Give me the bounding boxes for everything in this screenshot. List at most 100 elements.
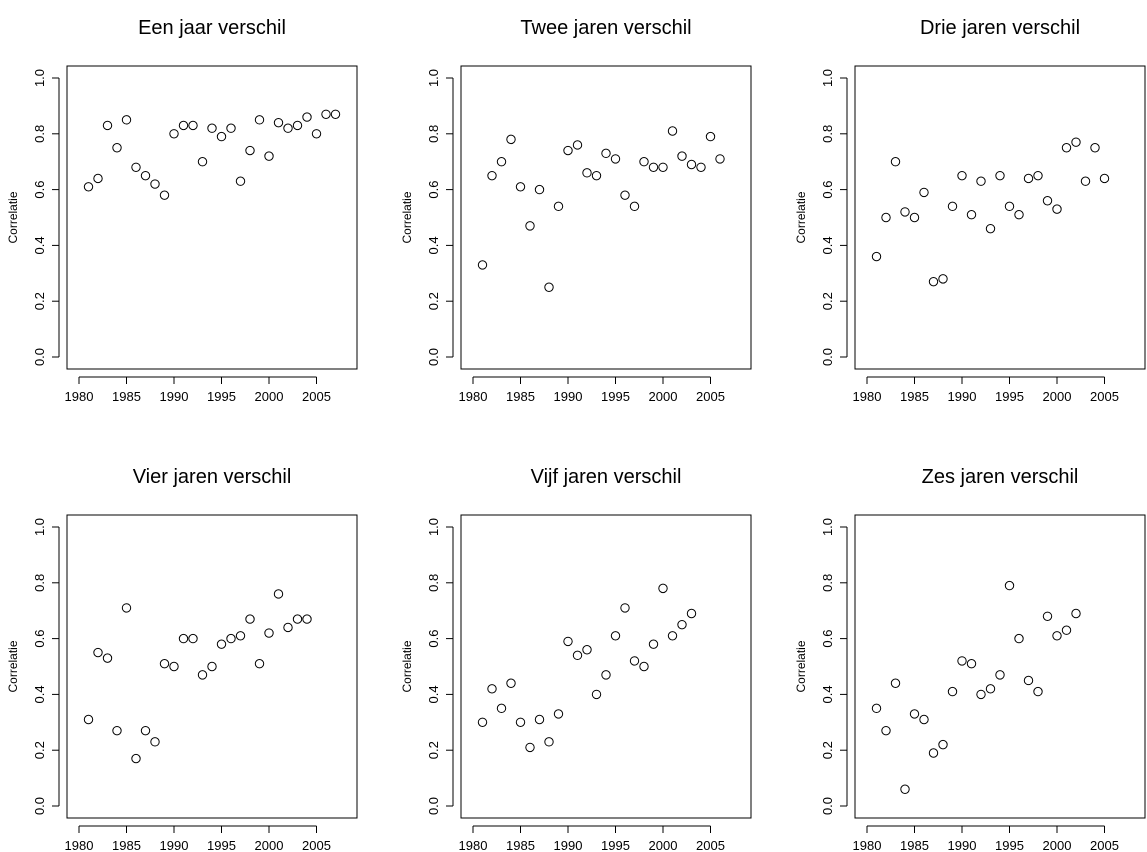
x-tick-label: 2000 bbox=[255, 838, 284, 852]
data-point bbox=[131, 753, 141, 764]
data-point bbox=[525, 742, 535, 753]
data-point bbox=[216, 131, 227, 142]
y-tick-label: 0.8 bbox=[426, 125, 441, 143]
data-point bbox=[658, 162, 668, 172]
data-point bbox=[93, 647, 103, 658]
x-tick-label: 2000 bbox=[649, 838, 678, 852]
y-axis-label: Correlatie bbox=[400, 191, 414, 243]
data-point bbox=[1042, 196, 1053, 206]
data-point bbox=[487, 684, 497, 694]
data-point bbox=[1099, 173, 1110, 184]
data-point bbox=[553, 201, 564, 212]
chart-panel-4: Vier jaren verschil 1980 1985 1990 1995 2000 2… bbox=[6, 466, 358, 852]
data-point bbox=[629, 656, 640, 666]
y-tick-label: 0.8 bbox=[32, 125, 47, 143]
data-point bbox=[639, 157, 649, 167]
data-point bbox=[506, 678, 516, 688]
data-point bbox=[610, 631, 621, 641]
data-point bbox=[264, 151, 274, 161]
x-tick-label: 1995 bbox=[207, 838, 236, 852]
x-tick-label: 2005 bbox=[302, 838, 331, 852]
y-tick-label: 0.2 bbox=[426, 741, 441, 759]
data-point bbox=[658, 583, 668, 594]
data-point bbox=[1004, 580, 1015, 591]
data-point bbox=[995, 670, 1005, 680]
data-point bbox=[1061, 143, 1072, 153]
data-point bbox=[216, 639, 227, 649]
plot-frame bbox=[66, 514, 358, 819]
x-tick-label: 1980 bbox=[459, 838, 488, 852]
data-point bbox=[1071, 608, 1081, 619]
data-point bbox=[686, 608, 697, 619]
data-point bbox=[648, 162, 659, 172]
y-tick-label: 0.6 bbox=[820, 630, 835, 648]
data-point bbox=[245, 614, 255, 624]
y-axis-label: Correlatie bbox=[400, 640, 414, 692]
data-point bbox=[112, 143, 122, 153]
y-tick-label: 1.0 bbox=[426, 518, 441, 536]
data-point bbox=[93, 173, 103, 184]
data-point bbox=[292, 614, 303, 624]
y-tick-label: 0.4 bbox=[820, 685, 835, 703]
y-tick-label: 0.0 bbox=[32, 797, 47, 815]
x-tick-label: 1985 bbox=[112, 838, 141, 852]
data-point bbox=[966, 210, 977, 220]
data-point bbox=[235, 176, 246, 186]
y-tick-label: 0.2 bbox=[32, 292, 47, 310]
data-point bbox=[667, 126, 678, 136]
data-point bbox=[881, 725, 891, 736]
data-point bbox=[639, 661, 649, 672]
x-tick-label: 1995 bbox=[995, 838, 1024, 852]
data-point bbox=[1023, 675, 1034, 686]
x-tick-label: 1990 bbox=[554, 838, 583, 852]
x-tick-label: 1980 bbox=[853, 838, 882, 852]
data-point bbox=[947, 201, 958, 212]
data-point bbox=[1014, 210, 1024, 220]
y-axis-label: Correlatie bbox=[794, 191, 808, 243]
data-point bbox=[83, 714, 94, 725]
y-tick-label: 0.6 bbox=[32, 181, 47, 199]
data-point bbox=[995, 170, 1005, 181]
data-point bbox=[477, 717, 488, 727]
data-point bbox=[544, 282, 554, 292]
data-point bbox=[572, 650, 583, 661]
data-point bbox=[871, 703, 882, 714]
y-tick-label: 0.4 bbox=[32, 685, 47, 703]
x-tick-label: 1980 bbox=[459, 389, 488, 404]
x-tick-label: 2005 bbox=[302, 389, 331, 404]
data-point bbox=[610, 154, 621, 164]
data-point bbox=[178, 120, 189, 131]
x-tick-label: 2005 bbox=[696, 389, 725, 404]
y-tick-label: 0.6 bbox=[426, 181, 441, 199]
data-point bbox=[1071, 137, 1081, 147]
x-tick-label: 1990 bbox=[948, 389, 977, 404]
data-point bbox=[871, 251, 882, 262]
y-axis-label: Correlatie bbox=[6, 191, 20, 243]
data-point bbox=[601, 670, 611, 680]
data-point bbox=[582, 645, 592, 655]
data-point bbox=[188, 633, 198, 644]
data-point bbox=[957, 656, 967, 666]
chart-panel-1: Een jaar verschil 1980 1985 1990 1995 2000 200… bbox=[6, 17, 358, 404]
data-point bbox=[957, 170, 967, 181]
x-tick-label: 1980 bbox=[853, 389, 882, 404]
y-tick-label: 0.0 bbox=[426, 348, 441, 366]
x-tick-label: 1985 bbox=[506, 838, 535, 852]
chart-title: Een jaar verschil bbox=[138, 17, 286, 39]
y-tick-label: 0.2 bbox=[820, 292, 835, 310]
y-tick-label: 0.4 bbox=[426, 236, 441, 254]
data-point bbox=[264, 628, 274, 638]
chart-title: Twee jaren verschil bbox=[520, 17, 691, 39]
data-point bbox=[226, 123, 236, 133]
data-point bbox=[890, 157, 901, 167]
data-point bbox=[169, 661, 179, 672]
data-point bbox=[496, 157, 507, 167]
y-tick-label: 1.0 bbox=[32, 518, 47, 536]
data-point bbox=[112, 725, 122, 736]
data-point bbox=[292, 120, 303, 131]
x-tick-label: 1980 bbox=[65, 389, 94, 404]
data-point bbox=[686, 159, 697, 170]
data-point bbox=[1042, 611, 1053, 621]
data-point bbox=[159, 190, 170, 200]
data-point bbox=[150, 737, 160, 747]
